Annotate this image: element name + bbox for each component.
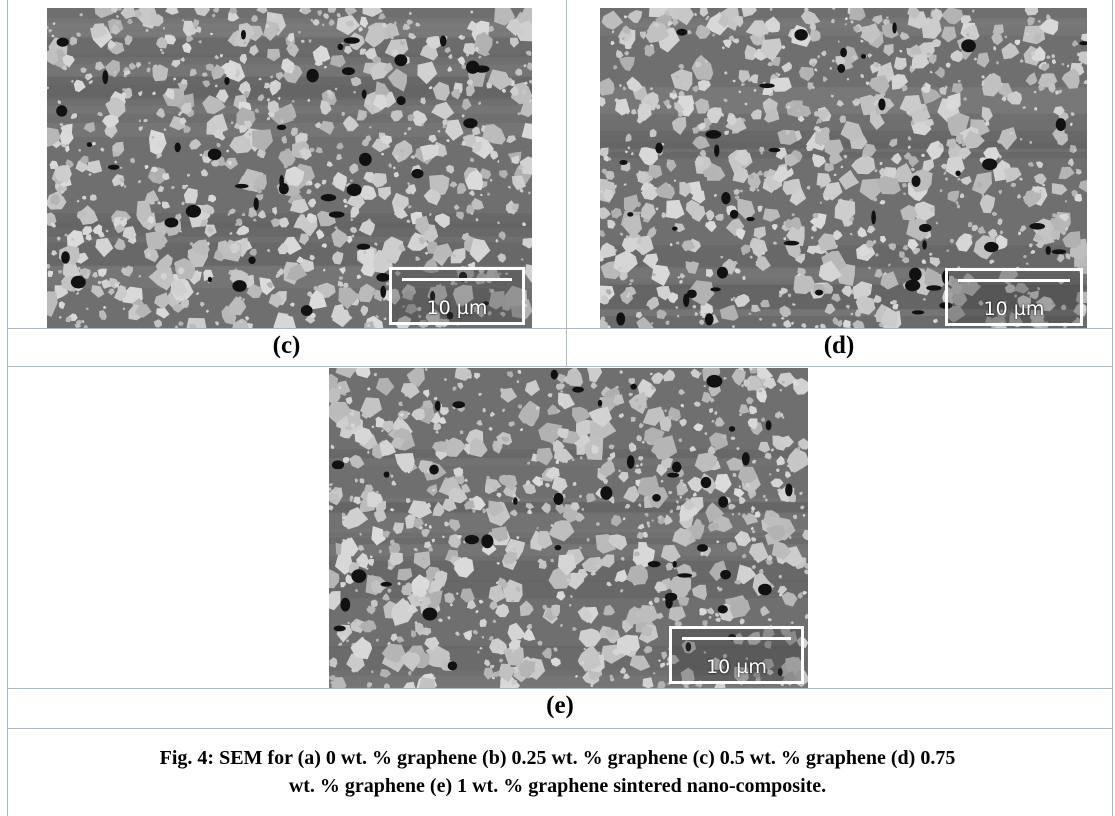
caption-line-2: wt. % graphene (e) 1 wt. % graphene sint…	[288, 775, 827, 797]
sem-image-c	[47, 8, 532, 328]
table-border-left	[7, 0, 8, 816]
sem-image-e	[329, 368, 808, 688]
table-rule-1	[7, 328, 1113, 329]
sem-image-d	[600, 8, 1087, 328]
scale-bar-d: 10 µm	[945, 268, 1083, 326]
table-rule-2	[7, 366, 1113, 367]
scale-bar-line	[402, 278, 512, 281]
panel-label-e: (e)	[546, 692, 574, 719]
sem-micrograph-c	[47, 8, 532, 328]
table-divider-middle	[566, 0, 567, 366]
table-border-right	[1112, 0, 1113, 816]
scale-bar-label: 10 µm	[426, 297, 488, 319]
sem-micrograph-e	[329, 368, 808, 688]
scale-bar-line	[682, 637, 791, 640]
sem-micrograph-d	[600, 8, 1087, 328]
scale-bar-c: 10 µm	[389, 267, 525, 325]
figure-caption: Fig. 4: SEM for (a) 0 wt. % graphene (b)…	[0, 744, 1115, 800]
panel-label-d: (d)	[823, 332, 855, 359]
scale-bar-label: 10 µm	[706, 656, 767, 678]
table-rule-4	[7, 728, 1113, 729]
scale-bar-line	[958, 279, 1070, 282]
caption-line-1: Fig. 4: SEM for (a) 0 wt. % graphene (b)…	[159, 747, 956, 769]
scale-bar-e: 10 µm	[669, 626, 804, 684]
panel-label-c: (c)	[272, 332, 301, 359]
table-rule-3	[7, 688, 1113, 689]
scale-bar-label: 10 µm	[983, 298, 1045, 320]
